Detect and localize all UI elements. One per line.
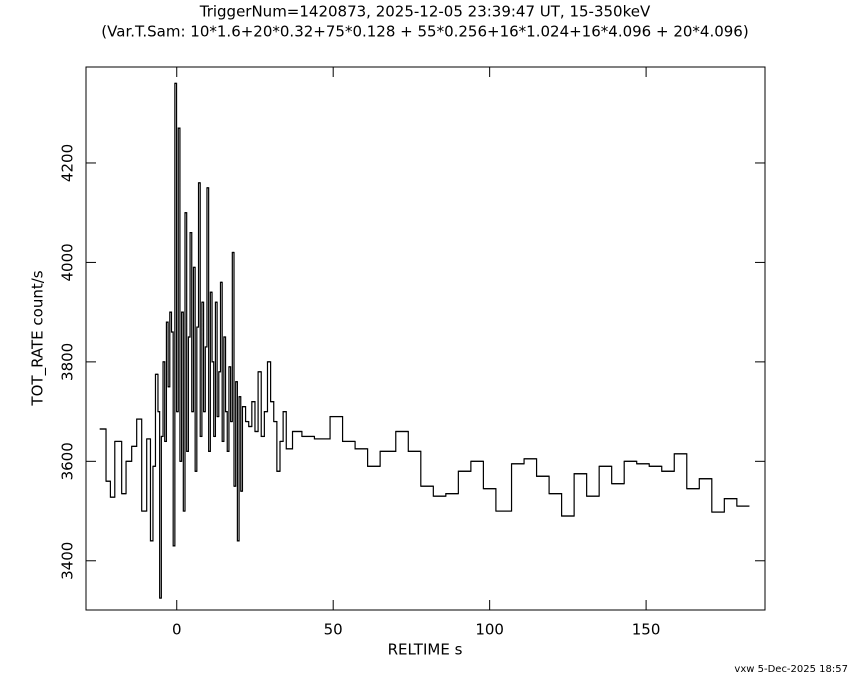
x-tick-label: 50 xyxy=(324,621,343,639)
y-axis-label: TOT_RATE count/s xyxy=(29,270,48,406)
x-tick-label: 150 xyxy=(632,621,661,639)
plot-frame xyxy=(85,66,766,611)
x-axis-label: RELTIME s xyxy=(388,641,463,659)
y-tick-label: 3400 xyxy=(59,542,77,580)
y-tick-label: 4000 xyxy=(59,243,77,281)
footer: vxw 5-Dec-2025 18:57 xyxy=(734,664,848,675)
x-tick-label: 0 xyxy=(172,621,182,639)
chart-subtitle: (Var.T.Sam: 10*1.6+20*0.32+75*0.128 + 55… xyxy=(101,23,748,41)
step-connector xyxy=(99,82,750,599)
y-tick-label: 3800 xyxy=(59,343,77,381)
y-tick-label: 4200 xyxy=(59,144,77,182)
x-tick-label: 100 xyxy=(475,621,504,639)
y-tick-label: 3600 xyxy=(59,442,77,480)
chart-title: TriggerNum=1420873, 2025-12-05 23:39:47 … xyxy=(199,3,651,21)
